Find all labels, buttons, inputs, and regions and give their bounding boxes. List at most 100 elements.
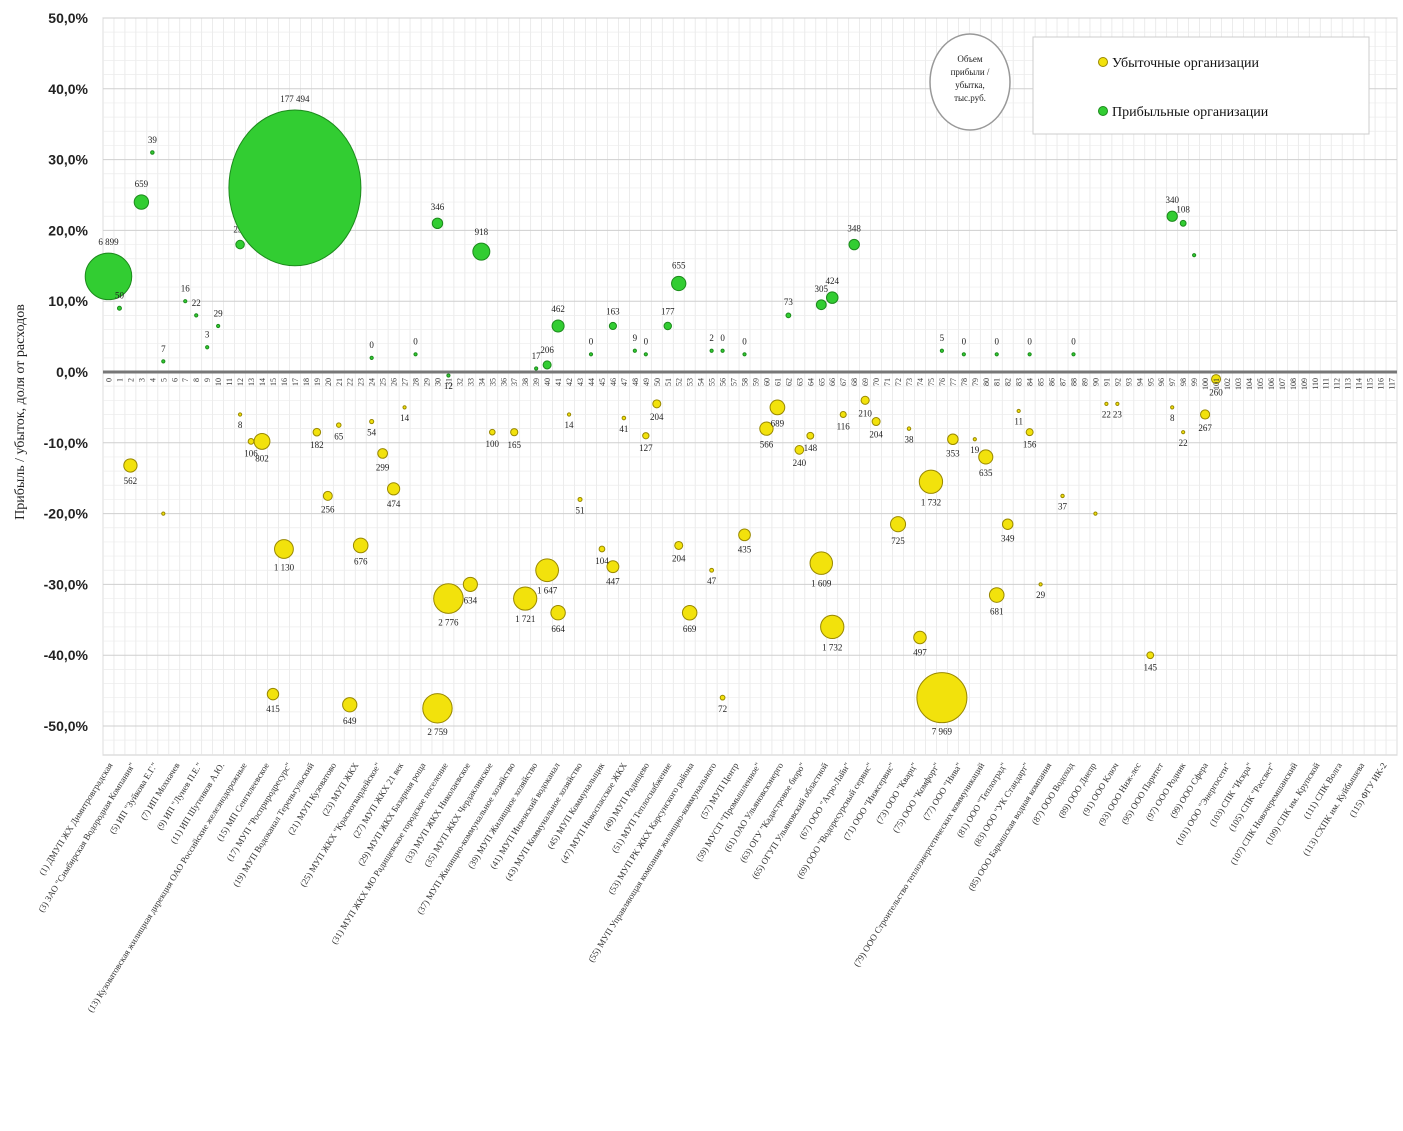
bubble-label: 664 bbox=[551, 624, 565, 634]
x-index-label: 46 bbox=[609, 378, 618, 386]
category-labels: (1) ДМУП ЖХ Димитровградская(3) ЗАО "Сим… bbox=[36, 760, 1389, 1014]
x-index-label: 57 bbox=[730, 378, 739, 386]
x-index-label: 6 bbox=[170, 378, 179, 382]
x-index-label: 75 bbox=[927, 378, 936, 386]
x-index-label: 112 bbox=[1333, 378, 1342, 390]
bubble-point bbox=[1115, 401, 1120, 406]
x-index-label: 41 bbox=[554, 378, 563, 386]
x-index-label: 26 bbox=[390, 378, 399, 386]
x-index-label: 79 bbox=[971, 378, 980, 386]
bubble-label: 424 bbox=[825, 276, 839, 286]
bubble-point bbox=[194, 313, 199, 318]
bubble-point bbox=[820, 614, 845, 640]
bubble-point bbox=[947, 433, 959, 446]
x-index-label: 60 bbox=[762, 378, 771, 386]
bubble-label: 2 759 bbox=[427, 727, 448, 737]
bubble-point bbox=[606, 560, 620, 574]
x-index-label: 78 bbox=[960, 378, 969, 386]
bubble-label: 29 bbox=[214, 308, 224, 318]
x-index-label: 21 bbox=[335, 378, 344, 386]
bubble-point bbox=[806, 431, 815, 440]
bubble-point bbox=[1093, 511, 1098, 516]
bubble-label: 415 bbox=[266, 704, 280, 714]
x-index-label: 8 bbox=[192, 378, 201, 382]
x-index-label: 35 bbox=[488, 378, 497, 386]
bubble-point bbox=[266, 687, 280, 701]
bubble-point bbox=[994, 352, 999, 357]
x-index-label: 64 bbox=[806, 378, 815, 386]
x-index-label: 113 bbox=[1344, 378, 1353, 390]
x-index-label: 70 bbox=[872, 378, 881, 386]
x-index-label: 63 bbox=[795, 378, 804, 386]
bubble-label: 72 bbox=[718, 704, 727, 714]
bubble-point bbox=[274, 539, 294, 559]
x-index-label: 91 bbox=[1102, 378, 1111, 386]
x-index-label: 30 bbox=[433, 378, 442, 386]
bubble-point bbox=[939, 348, 945, 353]
bubble-label: 177 bbox=[661, 306, 675, 316]
bubble-label: 22 bbox=[1102, 409, 1111, 419]
x-index-label: 76 bbox=[938, 378, 947, 386]
bubble-label: 12 bbox=[444, 381, 453, 391]
bubble-label: 17 bbox=[532, 351, 542, 361]
x-index-label: 49 bbox=[642, 378, 651, 386]
bubble-label: 37 bbox=[1058, 502, 1068, 512]
bubble-point bbox=[237, 412, 243, 417]
bubble-point bbox=[369, 355, 374, 360]
x-index-label: 11 bbox=[225, 378, 234, 386]
bubble-point bbox=[643, 352, 648, 357]
x-index-label: 2 bbox=[126, 378, 135, 382]
bubble-label: 14 bbox=[565, 420, 575, 430]
bubble-point bbox=[123, 458, 138, 473]
bubble-point bbox=[116, 305, 122, 311]
x-index-label: 15 bbox=[269, 378, 278, 386]
x-index-label: 90 bbox=[1091, 378, 1100, 386]
x-index-label: 20 bbox=[324, 378, 333, 386]
bubble-label: 0 bbox=[720, 333, 725, 343]
bubble-size-note-text: Объем прибыли / убытка, тыс.руб. bbox=[951, 54, 990, 103]
bubble-point bbox=[598, 545, 606, 553]
bubble-point bbox=[1027, 352, 1032, 357]
x-index-label: 116 bbox=[1377, 378, 1386, 390]
bubble-point bbox=[709, 348, 714, 353]
bubble-point bbox=[431, 217, 444, 230]
bubble-label: 474 bbox=[387, 499, 401, 509]
bubble-point bbox=[472, 242, 491, 261]
bubble-point bbox=[825, 291, 839, 304]
y-tick-label: -40,0% bbox=[44, 647, 89, 663]
x-index-label: 100 bbox=[1201, 378, 1210, 390]
y-tick-label: 20,0% bbox=[48, 222, 88, 238]
bubble-label: 659 bbox=[135, 179, 149, 189]
bubble-point bbox=[839, 410, 847, 418]
bubble-point bbox=[387, 482, 401, 496]
bubble-point bbox=[161, 511, 166, 516]
x-index-label: 47 bbox=[620, 378, 629, 386]
bubble-label: 108 bbox=[1176, 204, 1190, 214]
y-tick-label: 30,0% bbox=[48, 152, 88, 168]
bubble-point bbox=[322, 490, 333, 501]
x-index-label: 48 bbox=[631, 378, 640, 386]
bubble-point bbox=[1211, 374, 1222, 385]
bubble-point bbox=[352, 537, 369, 554]
x-index-label: 54 bbox=[697, 378, 706, 386]
bubble-label: 19 bbox=[970, 445, 980, 455]
x-index-label: 10 bbox=[214, 378, 223, 386]
bubble-point bbox=[1146, 651, 1155, 660]
y-tick-label: -20,0% bbox=[44, 506, 89, 522]
y-tick-label: -10,0% bbox=[44, 435, 89, 451]
bubble-point bbox=[588, 352, 594, 357]
x-index-label: 38 bbox=[521, 378, 530, 386]
y-tick-label: -30,0% bbox=[44, 576, 89, 592]
bubble-label: 165 bbox=[507, 440, 521, 450]
x-index-label: 102 bbox=[1223, 378, 1232, 390]
bubble-label: 9 bbox=[633, 333, 638, 343]
x-index-label: 31 bbox=[444, 378, 453, 386]
bubble-label: 204 bbox=[672, 553, 686, 563]
x-index-label: 61 bbox=[773, 378, 782, 386]
bubble-point bbox=[988, 587, 1005, 603]
bubble-label: 51 bbox=[576, 505, 585, 515]
bubble-point bbox=[433, 583, 464, 614]
bubble-point bbox=[402, 405, 407, 410]
x-index-label: 24 bbox=[368, 378, 377, 386]
